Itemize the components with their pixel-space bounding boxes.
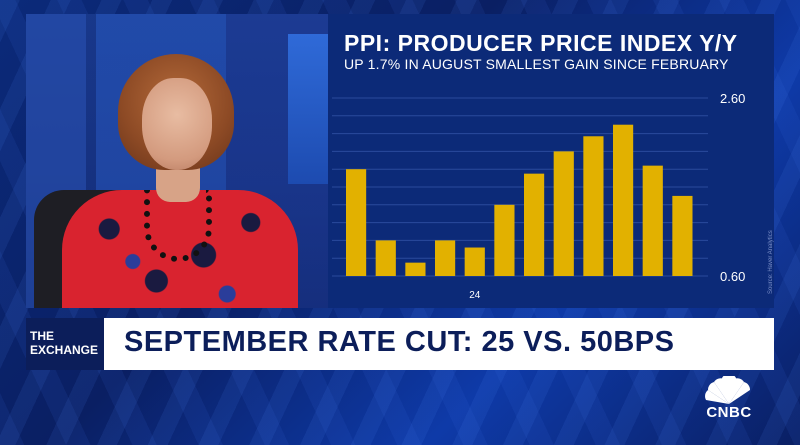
chart-title: PPI: PRODUCER PRICE INDEX Y/Y (344, 30, 738, 56)
chart-bar (405, 262, 426, 276)
presenter-face (142, 78, 212, 170)
chart-bar (435, 240, 456, 276)
y-tick-label: 0.60 (720, 269, 745, 284)
chart-bar (464, 247, 485, 276)
show-name-tag: THE EXCHANGE (26, 318, 104, 370)
chart-bar (494, 204, 515, 276)
chart-bar (672, 195, 693, 276)
network-logo: CNBC (700, 373, 758, 426)
y-tick-label: 2.60 (720, 91, 745, 106)
bar-chart: 2.60 0.60 24 (332, 91, 745, 301)
chart-bar (642, 165, 663, 276)
chart-bar (375, 240, 396, 276)
source-note: Source: Haver Analytics (768, 230, 774, 294)
peacock-icon (705, 373, 751, 404)
chart-subtitle: UP 1.7% IN AUGUST SMALLEST GAIN SINCE FE… (344, 56, 729, 72)
video-feed (26, 14, 328, 308)
chart-bar (524, 173, 545, 276)
chart-bar (613, 124, 634, 276)
x-tick-label: 24 (469, 290, 481, 301)
show-name-line1: THE (30, 329, 54, 343)
studio-window (288, 34, 328, 184)
chart-bar (553, 151, 574, 276)
chart-bar (583, 136, 604, 276)
presenter-necklace (144, 190, 212, 262)
show-name-line2: EXCHANGE (30, 343, 99, 357)
chart-panel: PPI: PRODUCER PRICE INDEX Y/Y UP 1.7% IN… (328, 14, 774, 308)
logo-text: CNBC (706, 404, 752, 421)
chart-bar (346, 169, 367, 276)
headline: SEPTEMBER RATE CUT: 25 VS. 50BPS (124, 326, 675, 358)
lower-third-banner: THE EXCHANGE SEPTEMBER RATE CUT: 25 VS. … (26, 318, 774, 370)
